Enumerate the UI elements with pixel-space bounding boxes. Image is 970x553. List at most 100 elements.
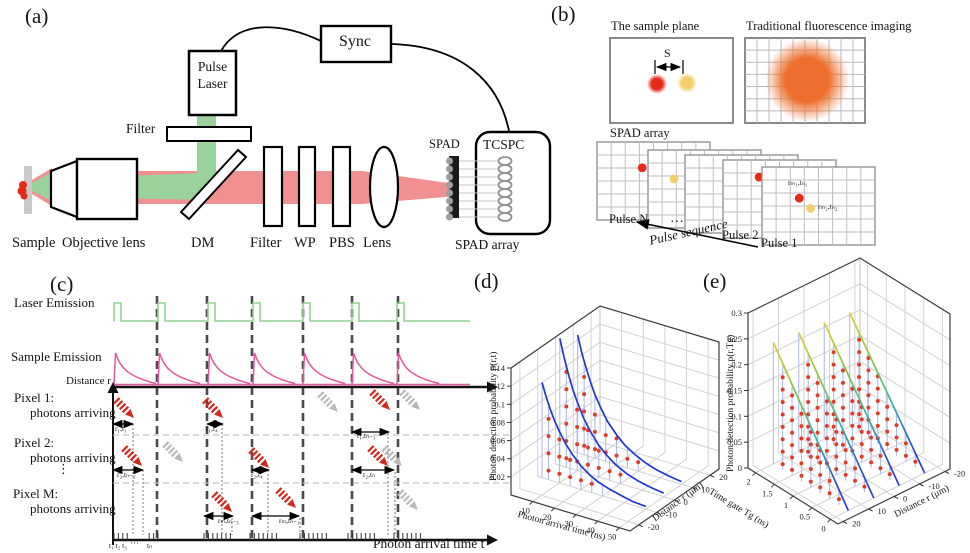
probability-dot xyxy=(859,417,864,422)
probability-curve xyxy=(823,322,900,486)
spad-pixel-dot xyxy=(445,205,454,213)
probability-dot xyxy=(831,362,836,367)
probability-dot xyxy=(840,405,845,410)
probability-dot xyxy=(840,393,845,398)
axis-arrowhead xyxy=(487,381,498,393)
z-tick-label: 0.12 xyxy=(490,381,505,391)
probability-dot xyxy=(840,380,845,385)
probability-dot xyxy=(815,393,820,398)
photon-gray-icon xyxy=(320,394,338,412)
probability-dot xyxy=(843,460,848,465)
y-tick-label: 10 xyxy=(701,485,710,495)
e-zaxis-label: Photon detection probability p(r,Tg) xyxy=(726,334,736,472)
probability-dot xyxy=(806,412,811,417)
probability-dot xyxy=(557,437,562,442)
probability-curve xyxy=(848,312,926,474)
pulse-laser-box xyxy=(187,49,238,117)
y-tick-label: 20 xyxy=(719,472,728,482)
probability-dot xyxy=(790,405,795,410)
probability-dot xyxy=(887,472,892,477)
probability-dot xyxy=(885,442,890,447)
spad-pixel-dot xyxy=(445,157,454,165)
spad-pixel-dot xyxy=(445,197,454,205)
y-tick xyxy=(919,483,924,487)
probability-dot xyxy=(840,418,845,423)
probability-dot xyxy=(564,421,569,426)
y-tick-label: 0 xyxy=(684,497,688,507)
probability-dot xyxy=(834,429,839,434)
probability-dot xyxy=(866,393,871,398)
probability-dot xyxy=(799,424,804,429)
spad-pixel-dots xyxy=(445,157,454,221)
y-tick xyxy=(692,487,697,491)
probability-dot xyxy=(546,451,551,456)
y-tick-label: 0 xyxy=(903,494,907,504)
probability-dot xyxy=(894,423,899,428)
probability-dot xyxy=(582,392,587,397)
probability-dot xyxy=(827,491,832,496)
spad-pixel-dot xyxy=(445,213,454,221)
probability-dot xyxy=(557,471,562,476)
probability-dot xyxy=(818,485,823,490)
emission-filter xyxy=(262,145,284,228)
probability-dot xyxy=(596,448,601,453)
probability-dot xyxy=(840,368,845,373)
probability-dot xyxy=(857,412,862,417)
photon-red-icon xyxy=(116,400,134,418)
filter-top-label: Filter xyxy=(126,121,156,136)
sample-emission-label: Sample Emission xyxy=(11,349,102,364)
separation-label: S xyxy=(664,46,671,60)
tcspc-coil xyxy=(497,164,513,174)
probability-dot xyxy=(831,424,836,429)
time-bins-end: tₙ xyxy=(147,541,153,550)
probability-dot xyxy=(850,411,855,416)
probability-dot xyxy=(815,405,820,410)
d-zaxis-label: Photon detection probability p(r,t) xyxy=(489,351,499,481)
sync-tcspc-cable xyxy=(390,43,510,132)
photon-hit-yellow xyxy=(669,174,679,184)
probability-dot xyxy=(894,447,899,452)
probability-dot xyxy=(625,456,630,461)
z-tick-label: 0.25 xyxy=(727,334,742,344)
lens-label: Lens xyxy=(363,235,392,251)
y-tick xyxy=(842,521,848,524)
probability-dot xyxy=(808,479,813,484)
probability-dot xyxy=(875,411,880,416)
pulse-laser-label-2: Laser xyxy=(197,76,228,91)
probability-dot xyxy=(824,399,829,404)
x-tick xyxy=(594,520,598,525)
excitation-cone xyxy=(32,172,52,201)
probability-dot xyxy=(790,418,795,423)
pixelM-label: Pixel M: xyxy=(13,486,59,501)
axis-arrowhead xyxy=(107,382,119,393)
z-tick-label: 0.08 xyxy=(490,417,505,427)
grid-line xyxy=(590,312,711,476)
probability-dot xyxy=(790,430,795,435)
probability-dot xyxy=(875,386,880,391)
grid-line xyxy=(830,309,943,520)
spad-pulse-frames xyxy=(596,141,876,246)
probability-dot xyxy=(799,473,804,478)
probability-dot xyxy=(780,437,785,442)
probability-dot xyxy=(815,381,820,385)
y-tick-label: -10 xyxy=(666,509,677,519)
probability-dot xyxy=(575,425,580,430)
x-tick-label: 10 xyxy=(521,506,530,516)
probability-dot xyxy=(885,404,890,409)
probability-dot xyxy=(546,468,551,473)
time-bins-dots: ··· xyxy=(130,538,139,548)
pulse-2-label: Pulse 2 xyxy=(722,228,759,242)
probability-dot xyxy=(806,449,811,454)
pulse-1-label: Pulse 1 xyxy=(761,236,798,250)
probability-dot xyxy=(866,368,871,373)
z-tick-label: 0.04 xyxy=(490,454,506,464)
probability-dot xyxy=(885,417,890,422)
z-tick-label: 0.1 xyxy=(731,411,742,421)
probability-dot xyxy=(859,454,864,459)
z-tick-label: 0.14 xyxy=(490,363,506,373)
panel-a-label: (a) xyxy=(25,4,49,28)
probability-dot xyxy=(824,448,829,453)
probability-dot xyxy=(780,387,785,392)
tcspc-coil xyxy=(497,172,513,182)
